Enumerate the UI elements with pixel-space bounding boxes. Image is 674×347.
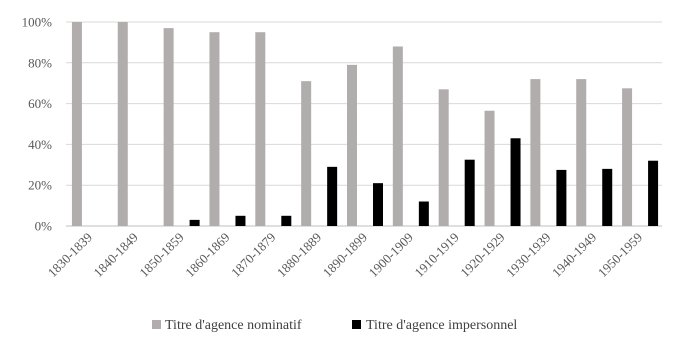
y-axis-ticks: 0% 20% 40% 60% 80% 100% xyxy=(22,15,53,234)
x-tick-label: 1910-1919 xyxy=(411,230,461,280)
x-tick-label: 1850-1859 xyxy=(136,230,186,280)
x-tick-label: 1950-1959 xyxy=(595,230,645,280)
x-tick-label: 1830-1839 xyxy=(45,230,95,280)
bar-impersonnel xyxy=(281,215,292,226)
x-tick-label: 1840-1849 xyxy=(90,230,140,280)
legend-label: Titre d'agence impersonnel xyxy=(366,318,517,333)
bar-impersonnel xyxy=(373,183,383,226)
y-tick-label: 60% xyxy=(28,96,52,111)
bar-nominatif xyxy=(622,88,633,226)
x-tick-label: 1940-1949 xyxy=(549,230,599,280)
bars xyxy=(71,22,659,227)
bar-nominatif xyxy=(117,22,128,226)
bar-nominatif xyxy=(392,46,403,227)
x-tick-label: 1860-1869 xyxy=(182,230,232,280)
bar-nominatif xyxy=(255,32,266,227)
bar-impersonnel xyxy=(648,160,659,226)
bar-nominatif xyxy=(347,64,357,226)
y-tick-label: 20% xyxy=(28,178,52,193)
x-tick-label: 1900-1909 xyxy=(366,230,416,280)
x-tick-label: 1930-1939 xyxy=(503,230,553,280)
x-tick-label: 1890-1899 xyxy=(320,230,370,280)
x-tick-label: 1920-1929 xyxy=(457,230,507,280)
y-tick-label: 100% xyxy=(22,15,53,30)
bar-nominatif xyxy=(530,79,541,227)
bar-impersonnel xyxy=(418,201,429,226)
bar-impersonnel xyxy=(327,166,338,226)
bar-nominatif xyxy=(576,79,587,227)
x-axis-ticks: 1830-18391840-18491850-18591860-18691870… xyxy=(45,230,646,280)
bar-impersonnel xyxy=(189,219,200,226)
bar-nominatif xyxy=(484,110,495,226)
bar-impersonnel xyxy=(464,159,475,226)
bar-impersonnel xyxy=(556,169,567,226)
legend: Titre d'agence nominatif Titre d'agence i… xyxy=(152,318,517,333)
bar-impersonnel xyxy=(235,215,246,226)
x-tick-label: 1880-1889 xyxy=(274,230,324,280)
bar-nominatif xyxy=(71,22,82,226)
bar-nominatif xyxy=(163,28,174,227)
bar-impersonnel xyxy=(602,168,613,226)
x-tick-label: 1870-1879 xyxy=(228,230,278,280)
legend-swatch xyxy=(352,320,361,329)
bar-nominatif xyxy=(438,89,449,226)
y-tick-label: 80% xyxy=(28,55,52,70)
legend-swatch xyxy=(152,320,161,329)
bar-nominatif xyxy=(301,81,312,226)
bar-nominatif xyxy=(209,32,220,227)
y-tick-label: 0% xyxy=(35,219,53,234)
y-tick-label: 40% xyxy=(28,137,52,152)
bar-impersonnel xyxy=(510,138,521,226)
legend-label: Titre d'agence nominatif xyxy=(165,318,302,333)
gridlines xyxy=(66,21,662,227)
